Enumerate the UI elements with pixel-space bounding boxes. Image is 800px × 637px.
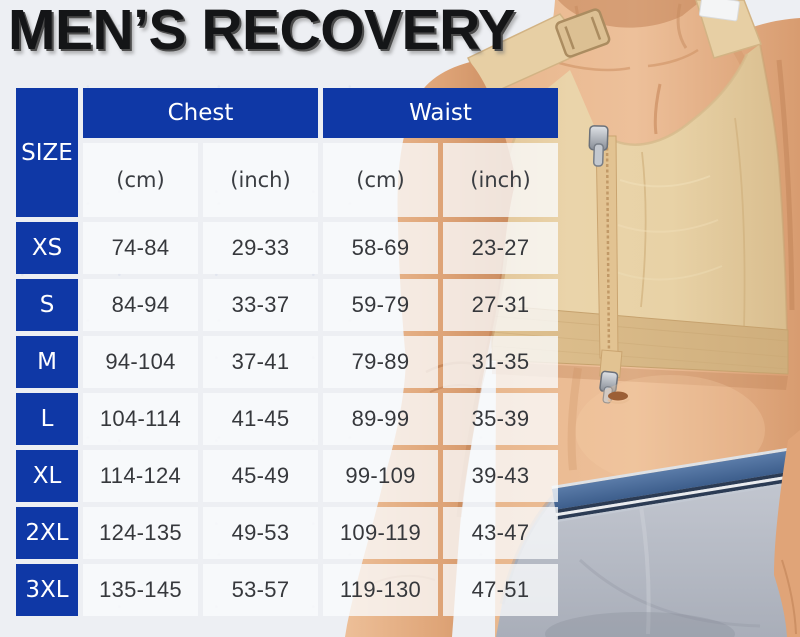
cell-l-waist-inch: 35-39 [443,393,558,445]
underwear-waistband [551,445,800,523]
cell-xl-chest-cm: 114-124 [83,450,198,502]
waist-group-header: Waist [323,88,558,138]
size-label-2xl: 2XL [16,507,78,559]
cell-m-waist-cm: 79-89 [323,336,438,388]
cell-xs-waist-inch: 23-27 [443,222,558,274]
cell-xs-chest-cm: 74-84 [83,222,198,274]
size-label-l: L [16,393,78,445]
front-zipper [588,125,623,404]
cell-xl-waist-cm: 99-109 [323,450,438,502]
cell-3xl-waist-inch: 47-51 [443,564,558,616]
model-abdomen [567,367,765,485]
cell-3xl-waist-cm: 119-130 [323,564,438,616]
chest-group-header: Chest [83,88,318,138]
cell-xl-chest-inch: 45-49 [203,450,318,502]
size-label-xs: XS [16,222,78,274]
cell-xs-chest-inch: 29-33 [203,222,318,274]
navel [608,391,628,401]
zipper-slider-bottom [599,370,619,404]
cell-l-waist-cm: 89-99 [323,393,438,445]
size-label-s: S [16,279,78,331]
cell-xs-waist-cm: 58-69 [323,222,438,274]
cell-l-chest-cm: 104-114 [83,393,198,445]
cell-3xl-chest-cm: 135-145 [83,564,198,616]
size-label-xl: XL [16,450,78,502]
unit-header-waist-cm: (cm) [323,143,438,217]
cell-2xl-waist-inch: 43-47 [443,507,558,559]
cell-m-chest-inch: 37-41 [203,336,318,388]
size-label-m: M [16,336,78,388]
cell-s-waist-cm: 59-79 [323,279,438,331]
unit-header-chest-cm: (cm) [83,143,198,217]
unit-header-waist-inch: (inch) [443,143,558,217]
size-header-cell: SIZE [16,88,78,217]
cell-s-chest-cm: 84-94 [83,279,198,331]
model-right-arm [774,59,800,637]
cell-s-chest-inch: 33-37 [203,279,318,331]
underwear [496,445,800,637]
cell-s-waist-inch: 27-31 [443,279,558,331]
cell-2xl-waist-cm: 109-119 [323,507,438,559]
size-table: SIZE Chest Waist (cm) (inch) (cm) (inch)… [16,88,558,616]
compression-vest [467,0,789,390]
cell-m-chest-cm: 94-104 [83,336,198,388]
cell-xl-waist-inch: 39-43 [443,450,558,502]
page-title: MEN’S RECOVERY [8,0,516,62]
size-label-3xl: 3XL [16,564,78,616]
cell-2xl-chest-inch: 49-53 [203,507,318,559]
cell-3xl-chest-inch: 53-57 [203,564,318,616]
cell-l-chest-inch: 41-45 [203,393,318,445]
cell-m-waist-inch: 31-35 [443,336,558,388]
zipper-slider-top [588,125,609,167]
cell-2xl-chest-cm: 124-135 [83,507,198,559]
strap-buckle [555,8,611,58]
unit-header-chest-inch: (inch) [203,143,318,217]
